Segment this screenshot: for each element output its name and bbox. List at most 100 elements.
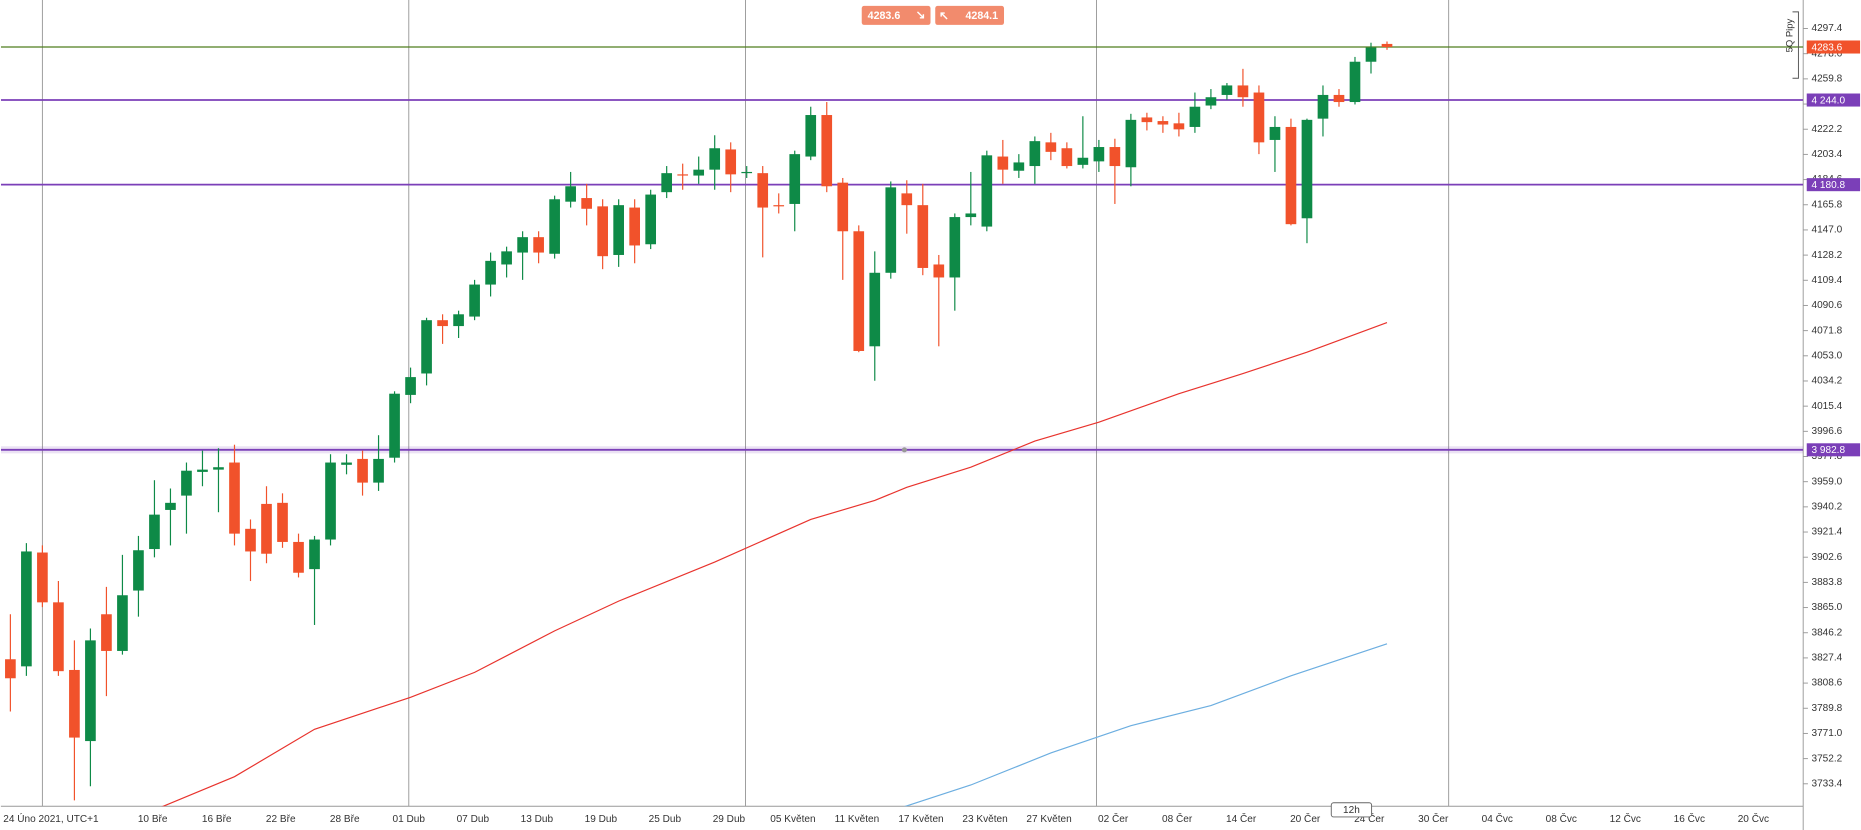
candle-body: [181, 470, 192, 496]
level-label-bg: [1806, 178, 1861, 192]
candle-body: [21, 551, 32, 667]
candle-body: [613, 205, 624, 255]
month-lines: [41, 0, 1450, 807]
sell-icon: [916, 11, 925, 19]
candle-body: [1125, 119, 1137, 168]
y-tick-label: 4071.8: [1811, 325, 1842, 336]
level-label: 4 180.8: [1811, 180, 1845, 191]
x-tick-label: 16 Bře: [202, 814, 232, 825]
candle-body: [453, 314, 464, 327]
candle-body: [501, 251, 512, 265]
y-tick-label: 3940.2: [1811, 502, 1842, 513]
timeframe-box[interactable]: [1330, 802, 1373, 818]
candle-body: [757, 173, 769, 208]
x-tick-label: 04 Čvc: [1482, 812, 1513, 825]
y-tick-label: 3789.8: [1811, 703, 1842, 714]
candle-body: [309, 539, 320, 570]
y-tick-label: 3808.6: [1811, 678, 1842, 689]
sell-price[interactable]: 4283.6: [868, 10, 901, 22]
moving-average: [161, 322, 1388, 807]
candle-body: [629, 207, 640, 246]
buy-icon: [940, 12, 948, 20]
y-tick-label: 3827.4: [1811, 653, 1842, 664]
y-tick-label: 4165.8: [1811, 199, 1842, 210]
x-tick-label: 16 Čvc: [1674, 812, 1705, 825]
candle-body: [1349, 61, 1361, 103]
buy-price[interactable]: 4284.1: [965, 10, 998, 22]
y-tick-label: 4015.4: [1811, 401, 1842, 412]
x-tick-label: 20 Čer: [1290, 812, 1321, 825]
candle-body: [1333, 94, 1345, 103]
buy-button[interactable]: 4284.1: [935, 5, 1005, 25]
buy-button-bg[interactable]: [935, 5, 1005, 25]
candle-body: [917, 205, 929, 268]
y-tick-label: 3977.8: [1811, 451, 1842, 462]
x-tick-label: 30 Čer: [1418, 812, 1449, 825]
candle-body: [581, 198, 592, 209]
candle-body: [645, 194, 657, 245]
timeframe-label[interactable]: 12h: [1343, 805, 1360, 816]
level-label: 4 244.0: [1811, 95, 1845, 106]
candle-body: [325, 462, 336, 540]
current-price-label-bg: [1806, 40, 1861, 54]
sell-button-bg[interactable]: [861, 5, 931, 25]
candle-body: [725, 149, 737, 175]
y-tick-label: 3883.8: [1811, 577, 1842, 588]
candle-body: [1237, 85, 1249, 98]
x-tick-label: 08 Čvc: [1546, 812, 1577, 825]
y-tick-label: 3865.0: [1811, 602, 1842, 613]
y-tick-label: 4034.2: [1811, 376, 1842, 387]
candle-body: [773, 205, 785, 207]
candle-body: [421, 320, 432, 374]
candle-body: [805, 115, 817, 157]
x-tick-label: 05 Květen: [770, 814, 815, 825]
candle-body: [213, 467, 224, 470]
level-label: 3 982.8: [1811, 445, 1845, 456]
candle-body: [373, 458, 384, 483]
sell-button[interactable]: 4283.6: [861, 5, 931, 25]
candle-body: [709, 148, 721, 170]
y-tick-label: 3752.2: [1811, 753, 1842, 764]
axes: 4297.44278.64259.84241.04222.24203.44184…: [3, 23, 1861, 825]
x-tick-label: 25 Dub: [649, 814, 682, 825]
candle-body: [1045, 142, 1057, 152]
candle-body: [789, 154, 801, 204]
y-tick-label: 3921.4: [1811, 527, 1842, 538]
x-tick-label: 29 Dub: [713, 814, 746, 825]
y-tick-label: 4053.0: [1811, 350, 1842, 361]
candle-body: [821, 115, 833, 187]
candle-body: [869, 272, 881, 347]
candle-body: [117, 595, 128, 651]
candle-body: [1013, 162, 1025, 171]
x-tick-label: 11 Květen: [835, 814, 880, 825]
current-price-label: 4283.6: [1811, 42, 1842, 53]
plot-area: [0, 41, 1804, 807]
candle-body: [101, 614, 112, 651]
candle-body: [885, 187, 897, 273]
x-tick-label: 14 Čer: [1226, 812, 1257, 825]
x-tick-label: 13 Dub: [521, 814, 554, 825]
y-tick-label: 4278.6: [1811, 48, 1842, 59]
candle-body: [1221, 85, 1233, 95]
x-tick-label: 28 Bře: [330, 814, 360, 825]
candle-body: [565, 186, 576, 202]
y-tick-label: 3771.0: [1811, 728, 1842, 739]
y-tick-label: 4259.8: [1811, 74, 1842, 85]
candle-body: [1157, 121, 1169, 125]
y-tick-label: 3996.6: [1811, 426, 1842, 437]
y-tick-label: 4147.0: [1811, 225, 1842, 236]
x-tick-label: 20 Čvc: [1738, 812, 1769, 825]
x-tick-label: 22 Bře: [266, 814, 296, 825]
candle-body: [949, 217, 961, 278]
candle-body: [1205, 97, 1217, 106]
x-tick-label: 07 Dub: [457, 814, 490, 825]
candle-body: [293, 541, 304, 573]
candle-body: [1253, 92, 1265, 143]
candle-body: [1029, 141, 1041, 167]
candle-body: [485, 260, 496, 285]
y-tick-label: 4297.4: [1811, 23, 1842, 34]
x-tick-label: 08 Čer: [1162, 812, 1193, 825]
